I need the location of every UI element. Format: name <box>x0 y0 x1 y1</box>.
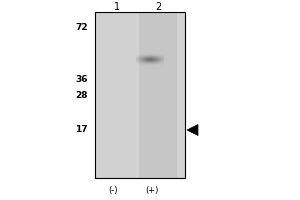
Text: 17: 17 <box>75 126 88 134</box>
Bar <box>95 12 185 178</box>
Polygon shape <box>187 124 198 136</box>
Text: 36: 36 <box>76 75 88 84</box>
Text: 28: 28 <box>76 90 88 99</box>
Text: (-): (-) <box>108 186 118 194</box>
Text: 72: 72 <box>75 23 88 32</box>
Text: (+): (+) <box>145 186 159 194</box>
Text: 2: 2 <box>155 2 161 12</box>
Text: 1: 1 <box>114 2 120 12</box>
